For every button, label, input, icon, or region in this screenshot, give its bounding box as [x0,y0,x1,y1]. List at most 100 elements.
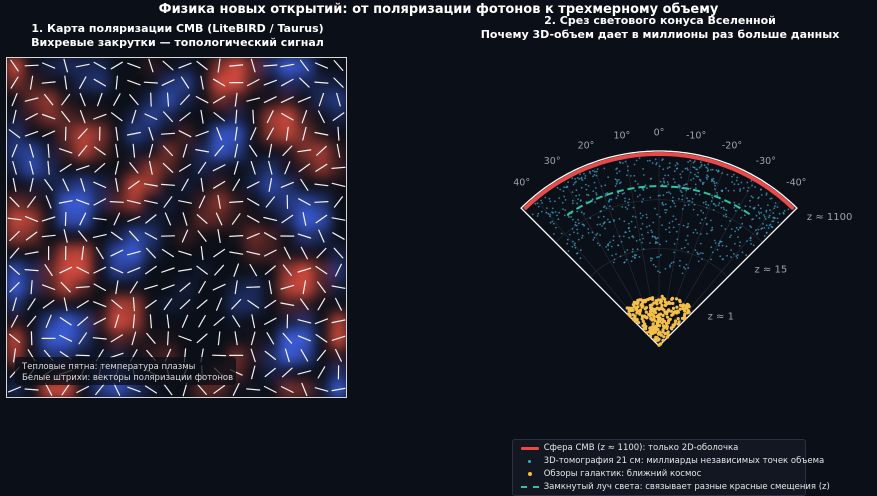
tomography-point [593,174,596,176]
polarization-vector [24,130,39,137]
lightcone-plot: 40° 30° 20° 10° 0° -10° -20° -30° -40° z ≈ 1 z ≈ 1… [513,128,852,347]
galaxy-point [650,318,654,322]
tomography-point [577,198,579,201]
tomography-point [710,246,713,249]
tomography-point [678,223,680,226]
tomography-point [699,222,702,225]
galaxy-point [669,309,673,313]
tomography-point [688,200,691,202]
galaxy-point [655,314,659,319]
tomography-point [656,213,658,216]
polarization-vector [145,214,157,224]
polarization-vector [64,75,68,90]
tomography-point [750,180,753,182]
tomography-point [575,180,577,183]
tomography-point [684,167,687,170]
polarization-vector [317,298,326,311]
cmb-map-title-line2: Вихревые закрутки — топологический сигна… [31,36,324,49]
polarization-vector [77,230,88,242]
polarization-vector [113,93,121,106]
tomography-point [733,206,736,209]
polarization-vector [9,247,20,259]
tomography-point [692,231,695,234]
polarization-vector [115,143,119,158]
tomography-point [580,211,583,214]
tomography-point [634,189,636,192]
polarization-vector [80,178,86,192]
galaxy-point [661,338,665,343]
tomography-point [604,227,606,230]
galaxy-point [653,325,657,329]
figure-title: Физика новых открытий: от поляризации фо… [158,2,719,17]
polarization-vector [114,314,120,329]
tomography-point [591,231,594,234]
tomography-point [716,248,719,251]
tomography-point [595,234,598,236]
tomography-point [637,183,639,185]
polarization-vector [93,317,107,325]
polarization-vector [110,61,124,70]
tomography-point [593,170,596,173]
tomography-point [654,207,656,210]
tomography-point [576,232,579,235]
tomography-point [738,203,740,206]
tomography-point [531,213,534,216]
tomography-point [631,250,634,253]
galaxy-point [651,331,655,335]
tomography-point [725,209,728,212]
tomography-point [673,202,676,205]
polarization-vector [178,335,192,342]
galaxy-point [665,312,669,316]
tomography-point [642,187,645,190]
polarization-vector [12,297,17,312]
polarization-vector [249,263,258,277]
tomography-point [602,206,605,209]
tomography-point [704,217,707,220]
tomography-point [680,191,683,194]
polarization-vector [78,332,88,345]
tomography-point [578,222,580,225]
polarization-vector [263,216,278,221]
tomography-point [619,181,622,184]
polarization-vector [212,95,226,104]
polarization-vector [92,337,107,340]
tomography-point [711,229,714,231]
tomography-point [659,180,662,183]
tomography-point [567,250,570,252]
tomography-point [626,174,628,177]
galaxy-point [656,320,660,324]
tomography-point [651,257,654,260]
polarization-vector [127,180,140,190]
tomography-point [603,167,606,170]
tomography-point [615,197,618,200]
tomography-point [630,220,633,223]
polarization-vector [301,109,308,124]
tomography-point [687,243,689,245]
polarization-vector [336,143,341,158]
tomography-point [757,204,760,207]
tomography-point [705,206,708,209]
tomography-point [605,246,607,248]
tomography-point [719,241,721,244]
tomography-point [742,187,745,189]
polarization-vector [24,269,39,272]
tomography-point [673,243,676,245]
tomography-point [749,239,752,242]
polarization-vector [196,214,208,224]
tomography-point [661,203,664,205]
tomography-point [681,198,684,201]
tomography-point [642,237,644,240]
tomography-point [614,178,617,181]
tomography-point [737,183,740,186]
galaxy-point [661,313,665,318]
tomography-point [687,223,690,225]
tomography-point [671,220,674,223]
tomography-point [607,248,610,251]
tomography-point [656,241,659,244]
polarization-vector [250,127,257,141]
polarization-vector [131,109,137,124]
polarization-vector [297,335,311,342]
polarization-vector [196,60,208,71]
tomography-point [673,170,676,173]
polarization-vector [280,302,295,306]
